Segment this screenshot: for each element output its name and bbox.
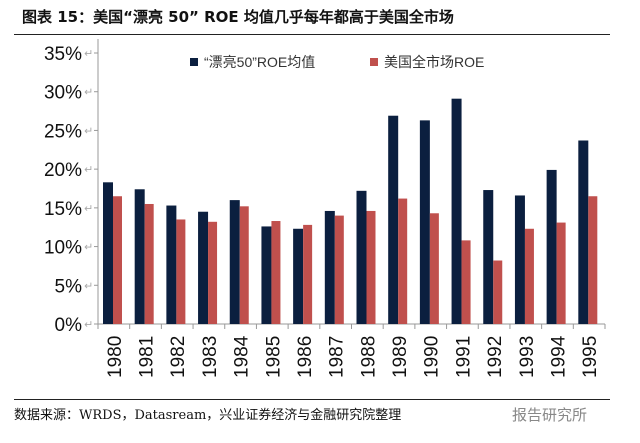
x-tick-label: 1988 (358, 336, 379, 378)
x-tick-label: 1982 (168, 336, 189, 378)
return-mark: ↵ (84, 86, 93, 99)
y-tick-label: 35% (44, 44, 82, 65)
bar-beauty50-roe (134, 189, 145, 324)
x-tick-label: 1995 (580, 336, 601, 378)
x-tick-label: 1990 (422, 336, 443, 378)
return-mark: ↵ (84, 47, 93, 60)
title-divider (14, 34, 610, 35)
y-tick-label: 25% (44, 121, 82, 142)
legend-label: 美国全市场ROE (384, 54, 484, 70)
bar-market-roe (493, 260, 503, 324)
x-tick-label: 1980 (105, 336, 126, 378)
x-tick-label: 1987 (327, 336, 348, 378)
x-tick-label: 1991 (453, 336, 474, 378)
y-tick-label: 5% (55, 276, 83, 297)
bar-beauty50-roe (166, 205, 177, 324)
bar-market-roe (239, 206, 249, 324)
y-tick-label: 30% (44, 83, 82, 104)
watermark: 报告研究所 (512, 406, 588, 424)
x-tick-label: 1984 (232, 335, 253, 378)
legend-label: “漂亮50”ROE均值 (204, 54, 315, 70)
bar-market-roe (334, 215, 344, 324)
bar-market-roe (429, 213, 439, 324)
bar-market-roe (398, 198, 408, 324)
bar-market-roe (271, 221, 281, 324)
roe-bar-chart: 0% ↵5% ↵10% ↵15% ↵20% ↵25% ↵30% ↵35% ↵1980 1981 19… (44, 39, 606, 378)
bar-market-roe (303, 224, 313, 324)
bar-beauty50-roe (514, 195, 525, 324)
source-note: 数据来源：WRDS，Datasream，兴业证券经济与金融研究院整理 (14, 408, 402, 423)
figure-title: 图表 15：美国“漂亮 50” ROE 均值几乎每年都高于美国全市场 (22, 8, 454, 26)
return-mark: ↵ (84, 124, 93, 137)
bar-beauty50-roe (578, 140, 589, 324)
source-divider (14, 399, 610, 400)
bar-beauty50-roe (356, 190, 367, 324)
x-tick-label: 1981 (137, 336, 158, 378)
x-tick-label: 1983 (200, 336, 221, 378)
bar-beauty50-roe (324, 210, 335, 324)
return-mark: ↵ (84, 202, 93, 215)
bar-beauty50-roe (483, 190, 494, 324)
x-tick-label: 1992 (485, 336, 506, 378)
bar-market-roe (556, 222, 566, 324)
bar-beauty50-roe (293, 228, 304, 324)
bar-market-roe (461, 240, 471, 324)
legend-swatch (190, 58, 198, 66)
bar-beauty50-roe (103, 182, 113, 324)
bar-market-roe (366, 210, 376, 324)
bar-beauty50-roe (198, 211, 209, 324)
bar-beauty50-roe (419, 120, 430, 324)
bar-beauty50-roe (229, 200, 240, 324)
y-tick-label: 15% (44, 199, 82, 220)
bar-beauty50-roe (388, 115, 399, 325)
x-tick-label: 1989 (390, 336, 411, 378)
bar-market-roe (144, 203, 154, 324)
return-mark: ↵ (84, 279, 93, 292)
bar-market-roe (113, 196, 122, 324)
bar-market-roe (176, 219, 186, 324)
y-tick-label: 0% (55, 315, 83, 336)
x-tick-label: 1994 (548, 335, 569, 378)
bar-beauty50-roe (261, 226, 272, 324)
bar-market-roe (208, 221, 218, 324)
return-mark: ↵ (84, 241, 93, 254)
x-tick-label: 1986 (295, 336, 316, 378)
bar-beauty50-roe (546, 169, 557, 324)
x-tick-label: 1985 (263, 336, 284, 378)
bar-beauty50-roe (451, 98, 462, 324)
y-tick-label: 10% (44, 238, 82, 259)
return-mark: ↵ (84, 163, 93, 176)
x-tick-label: 1993 (517, 336, 538, 378)
bar-market-roe (524, 228, 534, 324)
bar-market-roe (588, 196, 598, 324)
return-mark: ↵ (84, 318, 93, 331)
y-tick-label: 20% (44, 160, 82, 181)
legend-swatch (370, 58, 378, 66)
